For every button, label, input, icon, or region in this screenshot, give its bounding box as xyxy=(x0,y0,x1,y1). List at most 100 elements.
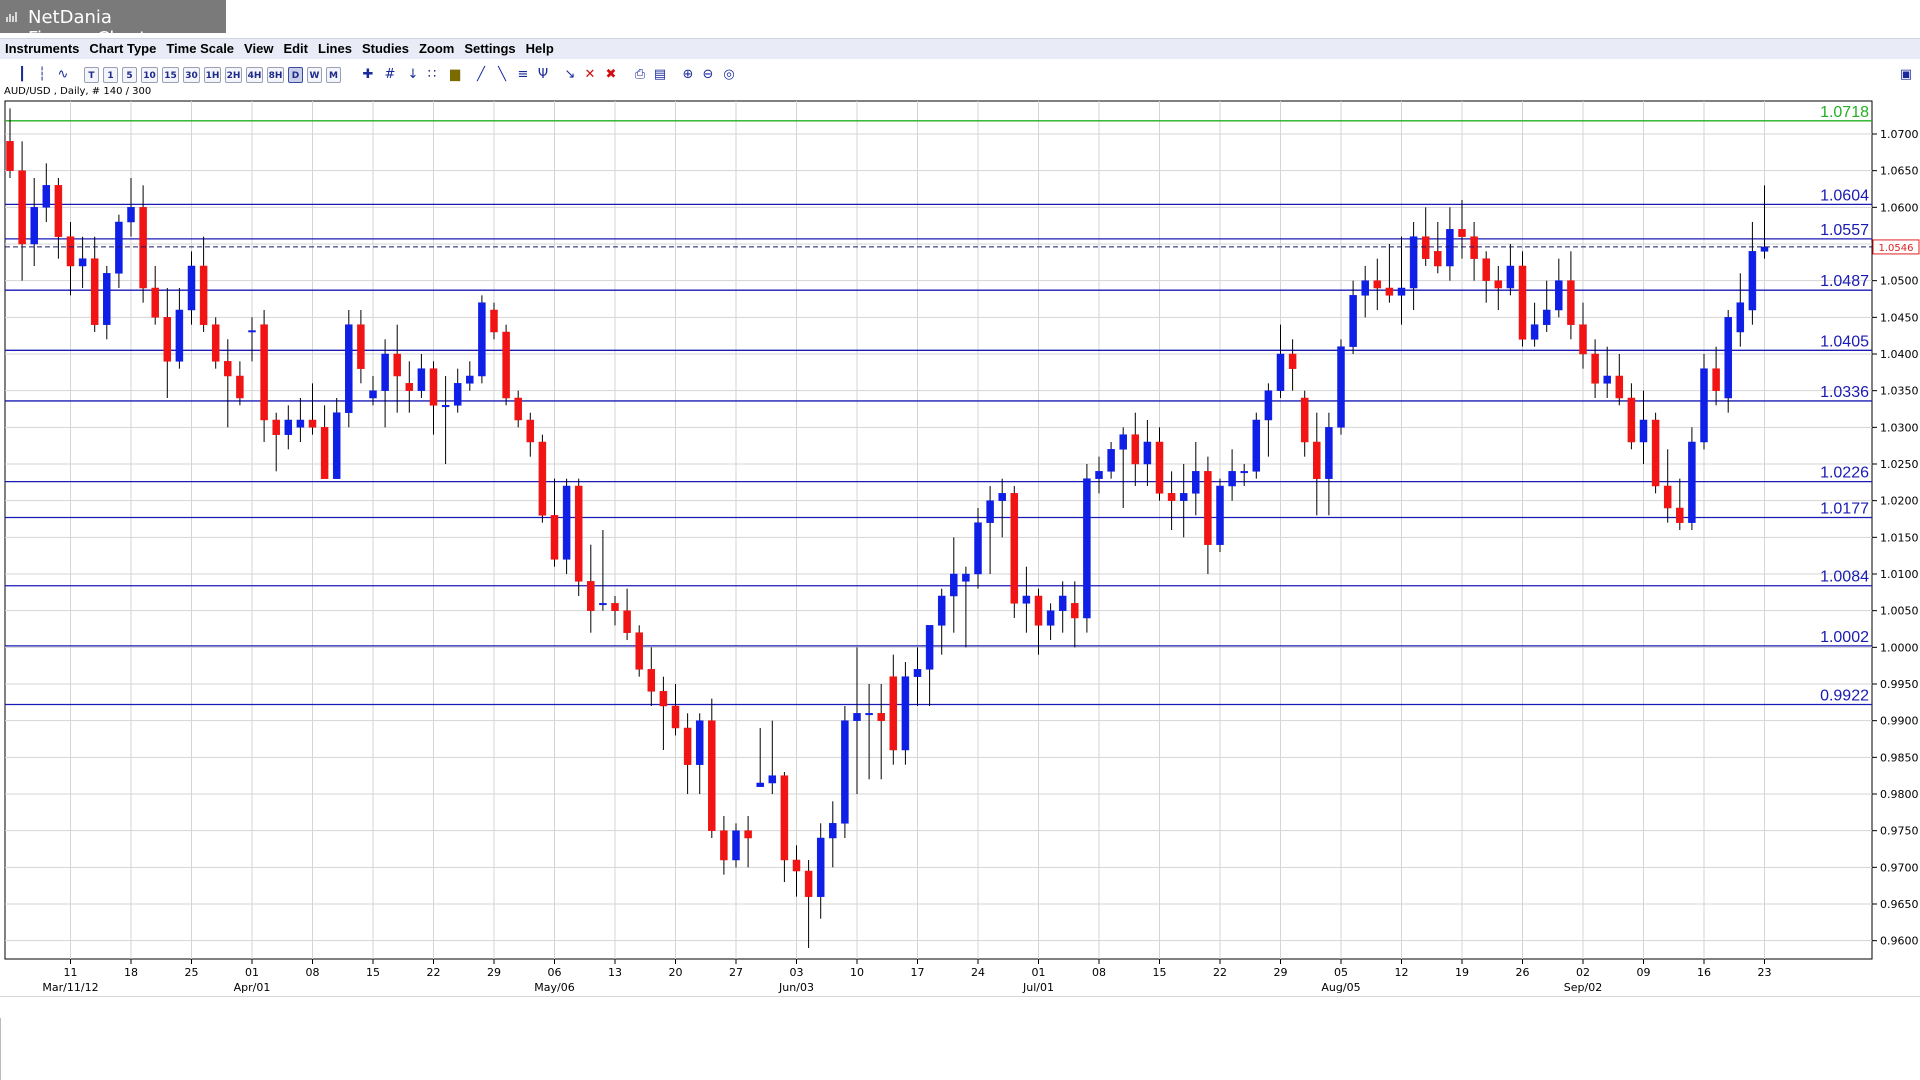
delete-all-icon[interactable]: ✖ xyxy=(605,67,617,82)
candle-body xyxy=(284,419,293,435)
timescale-button-2h[interactable]: 2H xyxy=(225,67,242,83)
menu-lines[interactable]: Lines xyxy=(318,41,352,56)
candle-body xyxy=(1397,287,1406,296)
zoom-reset-icon[interactable]: ◎ xyxy=(723,67,735,82)
candle-body xyxy=(260,324,268,421)
candle-body xyxy=(1204,471,1212,545)
x-tick-label: 01 xyxy=(1032,966,1046,979)
zoom-out-icon[interactable]: ⊖ xyxy=(702,67,714,82)
candle-body xyxy=(90,258,99,325)
level-label: 1.0405 xyxy=(1820,333,1869,350)
candle-body xyxy=(937,595,946,626)
candle-body xyxy=(925,625,934,670)
candle-body xyxy=(199,265,208,325)
y-tick-label: 0.9600 xyxy=(1880,935,1919,948)
candle-body xyxy=(889,676,898,751)
candle-body xyxy=(1446,229,1454,267)
timescale-button-10[interactable]: 10 xyxy=(141,67,158,83)
arrow-down-icon[interactable]: ↓ xyxy=(407,67,419,82)
timescale-button-1h[interactable]: 1H xyxy=(204,67,221,83)
menu-view[interactable]: View xyxy=(244,41,274,56)
candle-body xyxy=(1627,397,1636,443)
timescale-button-8h[interactable]: 8H xyxy=(267,67,284,83)
candle-body xyxy=(526,419,535,443)
y-tick-label: 1.0450 xyxy=(1880,311,1919,324)
level-label: 1.0604 xyxy=(1820,187,1869,204)
candle-body xyxy=(647,669,656,692)
timescale-button-1[interactable]: 1 xyxy=(103,67,118,83)
bar-icon[interactable]: ┆ xyxy=(38,67,46,82)
menu-chart-type[interactable]: Chart Type xyxy=(89,41,157,56)
candle-body xyxy=(1736,302,1745,333)
x-tick-label: 26 xyxy=(1516,966,1530,979)
x-tick-label: 15 xyxy=(1153,966,1167,979)
level-label: 1.0487 xyxy=(1820,273,1869,290)
dots-icon[interactable]: ∷ xyxy=(427,67,437,82)
menu-studies[interactable]: Studies xyxy=(361,41,409,56)
candle-body xyxy=(1046,610,1055,626)
candlestick-icon[interactable]: ┃ xyxy=(18,67,26,82)
candle-body xyxy=(816,837,825,897)
menu-help[interactable]: Help xyxy=(525,41,554,56)
timescale-button-4h[interactable]: 4H xyxy=(246,67,263,83)
candle-body xyxy=(695,720,704,765)
price-chart[interactable]: 0.9600 0.9650 0.9700 0.9750 0.9800 0.9850 0.99… xyxy=(0,0,1920,1000)
volume-icon[interactable]: ▆ xyxy=(450,67,460,82)
grid-icon[interactable]: # xyxy=(384,67,396,82)
menu-edit[interactable]: Edit xyxy=(283,41,308,56)
bottom-divider xyxy=(0,996,1920,997)
month-label: Jun/03 xyxy=(778,981,814,994)
y-tick-label: 0.9900 xyxy=(1880,715,1919,728)
print-icon[interactable]: ⎙ xyxy=(634,67,646,82)
y-tick-label: 1.0400 xyxy=(1880,348,1919,361)
zoom-in-icon[interactable]: ⊕ xyxy=(682,67,694,82)
candle-body xyxy=(66,236,75,267)
month-label: May/06 xyxy=(534,981,574,994)
preview-icon[interactable]: ▤ xyxy=(653,67,667,82)
candle-body xyxy=(1373,280,1382,289)
candle-body xyxy=(1276,353,1285,391)
candle-body xyxy=(611,603,619,611)
line-icon[interactable]: ∿ xyxy=(57,67,69,82)
y-tick-label: 0.9800 xyxy=(1880,788,1919,801)
candle-body xyxy=(1095,471,1103,479)
timescale-button-d[interactable]: D xyxy=(288,67,303,83)
x-tick-label: 22 xyxy=(1213,966,1227,979)
candle-body xyxy=(1470,236,1478,259)
pitchfork-icon[interactable]: Ψ xyxy=(537,67,549,82)
timescale-button-15[interactable]: 15 xyxy=(162,67,179,83)
candle-body xyxy=(1216,485,1224,545)
candle-body xyxy=(1603,375,1611,384)
dock-icon[interactable]: ▣ xyxy=(1899,67,1913,82)
fibonacci-icon[interactable]: ≡ xyxy=(517,67,529,82)
candle-body xyxy=(768,775,777,784)
timescale-button-m[interactable]: M xyxy=(326,67,341,83)
candle-body xyxy=(1083,478,1091,619)
level-label: 1.0177 xyxy=(1820,501,1869,518)
delete-icon[interactable]: ✕ xyxy=(584,67,596,82)
x-tick-label: 11 xyxy=(64,966,78,979)
candle-body xyxy=(1494,280,1503,289)
candle-body xyxy=(1361,280,1369,296)
marker-icon[interactable]: ↘ xyxy=(564,67,576,82)
timescale-button-w[interactable]: W xyxy=(307,67,322,83)
timescale-button-t[interactable]: T xyxy=(84,67,99,83)
trendline-icon[interactable]: ╱ xyxy=(477,67,485,82)
menu-instruments[interactable]: Instruments xyxy=(5,41,80,56)
y-tick-label: 1.0150 xyxy=(1880,531,1919,544)
crosshair-icon[interactable]: ✚ xyxy=(362,67,374,82)
y-tick-label: 0.9700 xyxy=(1880,861,1919,874)
timescale-button-5[interactable]: 5 xyxy=(122,67,137,83)
x-tick-label: 13 xyxy=(608,966,622,979)
month-label: Aug/05 xyxy=(1321,981,1360,994)
candle-body xyxy=(429,368,438,406)
y-tick-label: 0.9750 xyxy=(1880,825,1919,838)
menu-settings[interactable]: Settings xyxy=(464,41,516,56)
candle-body xyxy=(272,419,280,435)
candle-body xyxy=(453,383,462,406)
channel-icon[interactable]: ╲ xyxy=(498,67,506,82)
menu-time-scale[interactable]: Time Scale xyxy=(166,41,235,56)
timescale-button-30[interactable]: 30 xyxy=(183,67,200,83)
menu-zoom[interactable]: Zoom xyxy=(418,41,455,56)
candle-body xyxy=(792,859,801,872)
